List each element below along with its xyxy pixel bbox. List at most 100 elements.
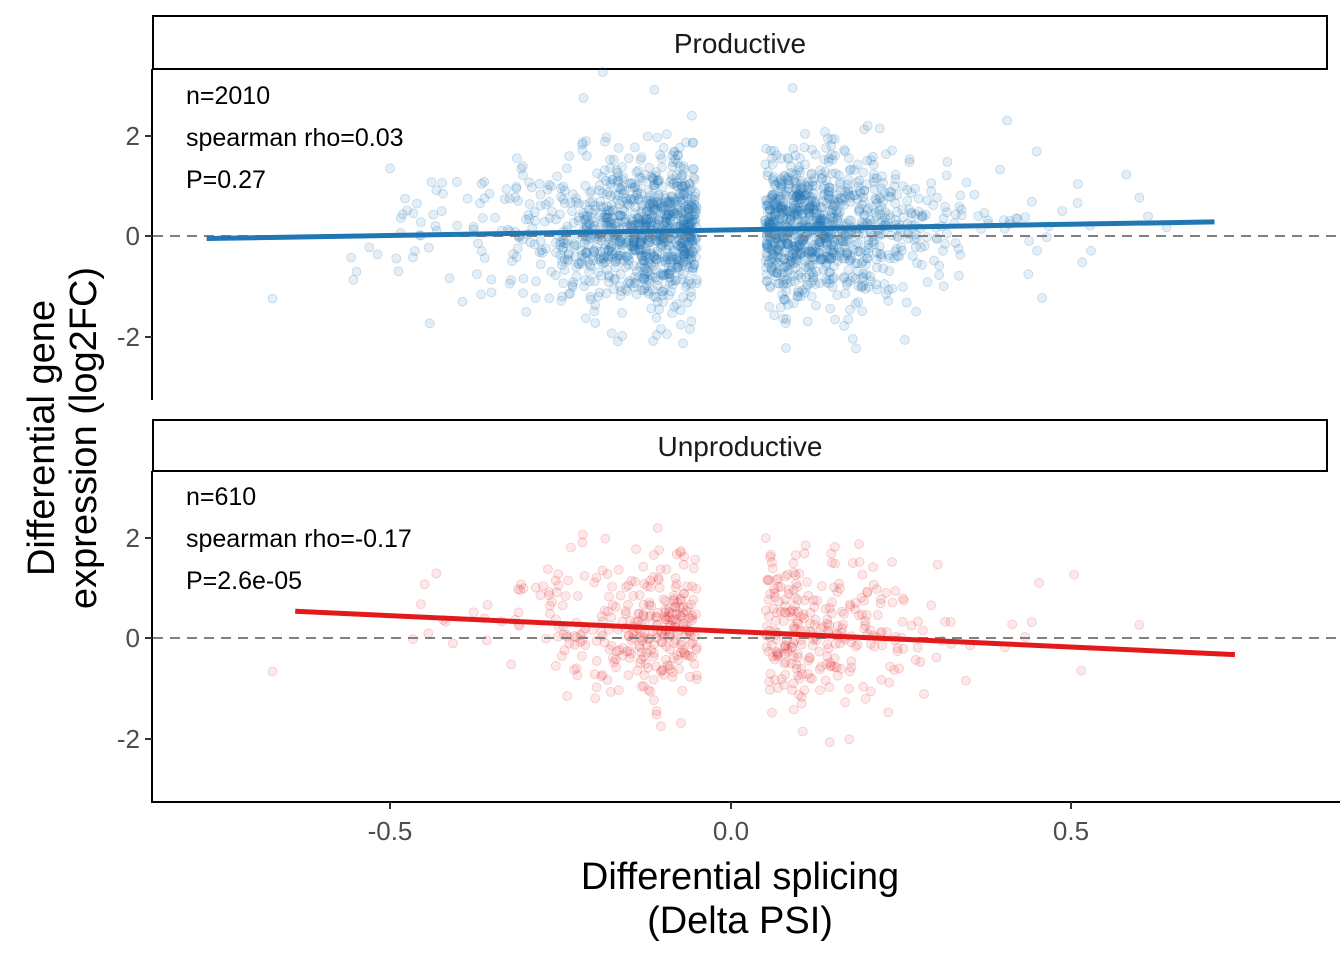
data-point [832,207,843,218]
data-point [649,182,660,193]
data-point [676,215,686,226]
data-point [617,211,628,222]
data-point [834,578,844,589]
data-point [852,177,863,188]
data-point [876,202,887,213]
data-point [645,270,656,281]
data-point [689,217,700,228]
data-point [667,308,677,319]
data-point [875,193,885,203]
data-point [589,247,600,258]
data-point [647,203,657,214]
data-point [766,240,777,251]
data-point [850,273,861,284]
data-point [641,213,652,224]
data-point [802,177,813,188]
data-point [677,685,688,696]
data-point [676,595,686,606]
data-point [768,213,779,223]
data-point [651,312,662,323]
data-point [1134,192,1145,203]
data-point [897,204,908,215]
data-point [778,267,789,278]
data-point [640,255,650,266]
data-point [629,237,640,248]
data-point [660,209,670,220]
data-point [400,193,410,204]
data-point [765,685,775,695]
data-point [598,258,608,269]
data-point [788,208,799,219]
data-point [639,670,650,680]
data-point [862,253,872,264]
data-point [603,245,614,256]
data-point [523,209,534,220]
data-point [839,242,850,253]
y-tick-label-productive-2: 2 [126,121,140,151]
data-point [628,260,639,271]
data-point [839,608,849,619]
data-point [865,639,876,649]
data-point [577,145,588,156]
data-point [581,313,591,324]
data-point [591,242,602,253]
data-point [793,239,804,250]
data-point [782,237,793,248]
data-point [428,209,439,220]
data-point [766,244,776,255]
data-point [534,178,545,189]
data-point [666,191,677,202]
data-point [692,674,702,685]
data-point [423,628,434,639]
data-point [624,240,634,251]
data-point [788,298,799,309]
data-point [902,195,913,206]
data-point [476,246,487,257]
data-point [651,167,662,177]
data-point [582,211,593,222]
data-point [623,253,634,264]
data-point [824,274,835,285]
data-point [884,187,895,197]
data-point [444,273,455,284]
data-point [687,581,697,592]
data-point [595,196,606,207]
data-point [889,253,900,264]
data-point [763,198,774,209]
data-point [684,612,694,623]
data-point [1020,212,1031,223]
data-point [624,249,635,260]
data-point [883,250,894,261]
data-point [555,209,565,220]
data-point [637,273,648,284]
data-point [794,198,804,209]
data-point [568,281,578,292]
data-point [910,183,920,194]
data-point [552,171,563,182]
data-point [787,83,798,93]
data-point [683,207,694,218]
data-point [851,239,862,250]
points-unproductive [267,523,1145,747]
data-point [691,642,702,653]
data-point [672,158,683,168]
data-point [817,254,828,265]
data-point [797,183,808,194]
data-point [581,214,591,225]
data-point [969,189,980,200]
data-point [603,277,614,287]
data-point [775,193,786,204]
data-point [606,612,617,623]
data-point [652,523,663,533]
data-point [805,246,815,257]
data-point [447,638,458,649]
data-point [607,205,618,216]
data-point [629,282,639,292]
data-point [828,201,838,212]
data-point [852,159,863,170]
data-point [431,568,442,579]
data-point [913,206,924,217]
data-point [815,213,825,224]
data-point [934,270,944,281]
data-point [645,610,656,621]
